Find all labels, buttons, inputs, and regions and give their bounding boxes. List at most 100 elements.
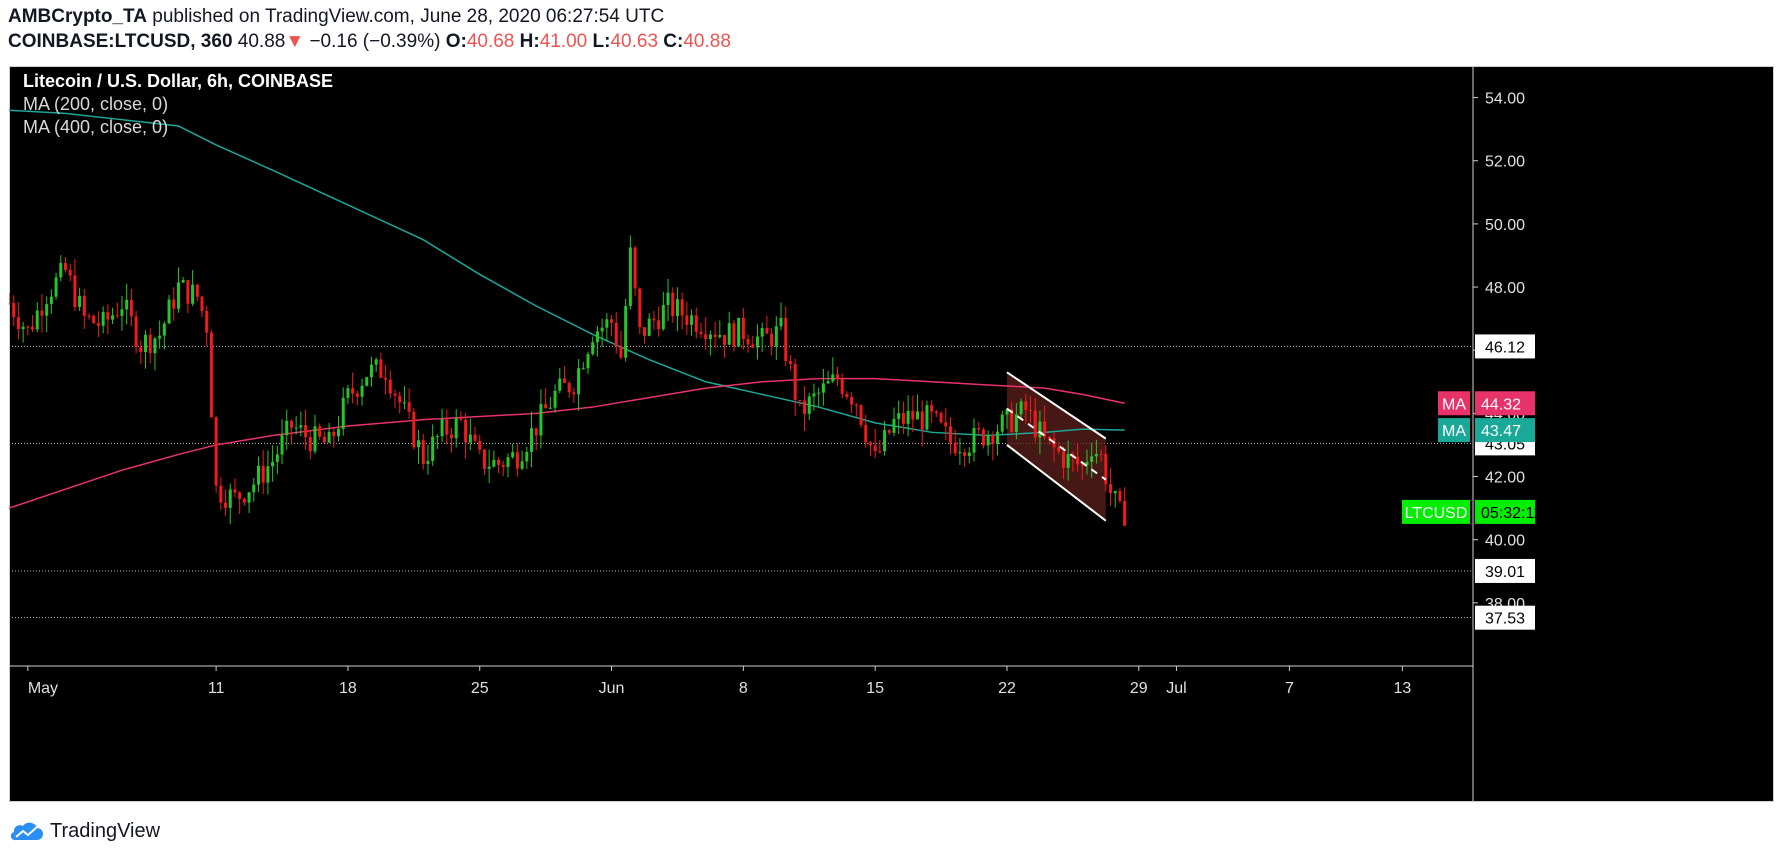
candle-up [506, 457, 510, 467]
candle-down [200, 296, 204, 312]
candle-up [125, 299, 129, 310]
price-chart[interactable]: 38.0040.0042.0044.0046.0048.0050.0052.00… [9, 66, 1774, 802]
ltcusd-marker-value-box [1475, 499, 1535, 524]
candle-up [520, 461, 524, 469]
x-tick-label: 11 [208, 680, 225, 697]
candle-down [209, 332, 213, 418]
ltcusd-marker-tag-text: LTCUSD [1405, 505, 1468, 522]
candle-up [49, 296, 53, 305]
candle-down [732, 323, 736, 347]
candle-up [558, 378, 562, 391]
candle-down [1076, 456, 1080, 465]
candle-up [737, 317, 741, 347]
x-tick-label: 8 [739, 680, 748, 697]
candle-down [544, 404, 548, 409]
candle-down [242, 498, 246, 503]
channel-fill [1006, 372, 1106, 521]
candle-up [600, 327, 604, 332]
candle-down [1033, 410, 1037, 438]
candle-up [727, 323, 731, 345]
tradingview-cloud-logo-icon [10, 822, 43, 841]
candle-up [275, 454, 279, 462]
candle-down [1099, 454, 1103, 456]
candle-up [1094, 454, 1098, 457]
candle-down [671, 292, 675, 317]
low-label: L: [592, 31, 611, 52]
candle-up [21, 326, 25, 330]
chart-legend-title[interactable]: Litecoin / U.S. Dollar, 6h, COINBASE [23, 71, 334, 91]
candle-up [346, 388, 350, 398]
candle-down [332, 431, 336, 437]
candle-down [657, 320, 661, 330]
candle-up [972, 428, 976, 453]
candle-down [68, 269, 72, 276]
candle-down [723, 334, 727, 345]
candle-down [139, 347, 143, 352]
candle-down [63, 262, 67, 270]
candle-down [770, 333, 774, 347]
y-tick-label: 50.00 [1485, 217, 1525, 234]
candle-down [421, 440, 425, 464]
candle-down [1109, 484, 1113, 494]
author-name[interactable]: AMBCrypto_TA [8, 6, 147, 27]
candle-up [266, 466, 270, 483]
candle-up [883, 430, 887, 452]
candle-down [129, 299, 133, 317]
candle-down [92, 315, 96, 324]
candle-down [685, 315, 689, 325]
candle-up [821, 383, 825, 393]
candle-up [577, 368, 581, 395]
candle-down [482, 449, 486, 469]
candle-up [492, 459, 496, 467]
candle-down [610, 319, 614, 323]
candle-up [967, 452, 971, 456]
x-tick-label: Jun [599, 680, 625, 697]
brand-name: TradingView [50, 819, 161, 842]
candle-up [417, 440, 421, 448]
high-label: H: [519, 31, 540, 52]
y-tick-label: 42.00 [1485, 470, 1525, 487]
ma400-marker-value-box [1475, 418, 1535, 443]
candle-up [647, 318, 651, 336]
candle-down [694, 315, 698, 332]
candle-up [369, 364, 373, 378]
ma400-legend[interactable]: MA (400, close, 0) [23, 117, 169, 137]
candle-up [817, 392, 821, 394]
candle-down [619, 346, 623, 358]
candle-up [402, 402, 406, 404]
candle-up [897, 413, 901, 419]
open-value: 40.68 [466, 31, 515, 52]
candle-up [299, 425, 303, 428]
candle-up [826, 381, 830, 384]
candle-up [1090, 456, 1094, 462]
candle-down [652, 318, 656, 321]
candle-up [581, 368, 585, 370]
publish-line: AMBCrypto_TA published on TradingView.co… [8, 6, 664, 28]
candle-up [525, 451, 529, 462]
candle-down [355, 393, 359, 397]
candle-down [148, 334, 152, 354]
candle-down [82, 295, 86, 316]
x-tick-label: 22 [998, 680, 1016, 697]
candle-down [803, 400, 807, 414]
candle-down [981, 429, 985, 446]
candle-down [26, 326, 30, 328]
ma200-legend[interactable]: MA (200, close, 0) [23, 94, 169, 114]
candle-up [666, 292, 670, 306]
ltcusd-marker-value: 05:32:11 [1481, 505, 1542, 522]
candle-up [925, 405, 929, 430]
candle-down [73, 275, 77, 307]
candle-down [186, 280, 190, 304]
candle-up [1085, 461, 1089, 466]
candle-down [9, 302, 11, 304]
candle-up [708, 334, 712, 340]
candle-down [398, 395, 402, 403]
footer-brand[interactable]: TradingView [10, 816, 160, 846]
candle-up [916, 411, 920, 420]
candle-up [755, 336, 759, 348]
candle-down [567, 382, 571, 393]
candle-down [1029, 409, 1033, 411]
candle-down [445, 419, 449, 435]
candle-down [1010, 409, 1014, 432]
y-tick-label: 40.00 [1485, 533, 1525, 550]
